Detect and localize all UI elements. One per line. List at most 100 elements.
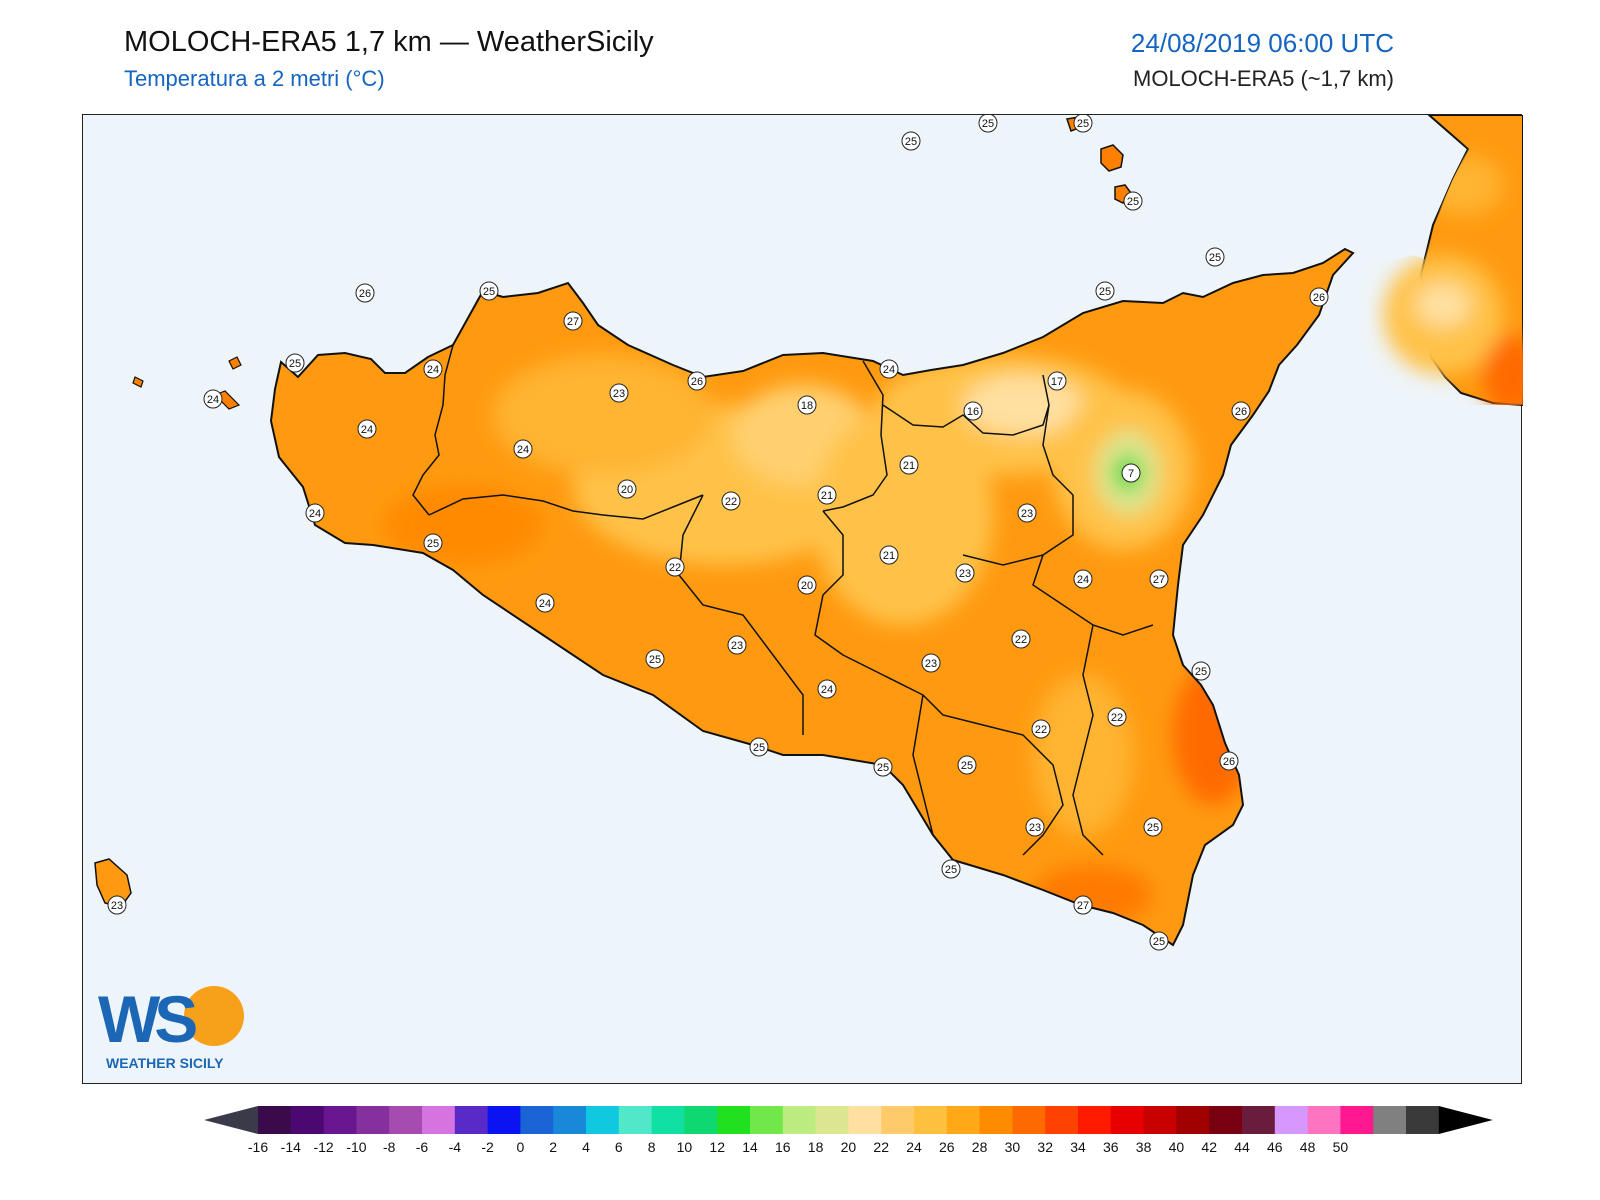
colorbar-swatch bbox=[356, 1106, 390, 1134]
station-marker: 22 bbox=[1107, 707, 1127, 727]
station-value: 25 bbox=[945, 864, 957, 876]
colorbar-swatches bbox=[204, 1106, 1493, 1134]
colorbar-tick-label: 26 bbox=[939, 1139, 955, 1155]
colorbar-swatch bbox=[258, 1106, 292, 1134]
colorbar-swatch bbox=[1012, 1106, 1046, 1134]
colorbar-tick-label: 40 bbox=[1169, 1139, 1185, 1155]
station-marker: 26 bbox=[1309, 287, 1329, 307]
station-value: 22 bbox=[725, 496, 737, 508]
egadi-islands bbox=[132, 356, 242, 410]
colorbar-tick-label: 32 bbox=[1037, 1139, 1053, 1155]
colorbar-swatch bbox=[1406, 1106, 1440, 1134]
station-value: 24 bbox=[539, 598, 551, 610]
station-marker: 27 bbox=[1149, 569, 1169, 589]
station-marker: 22 bbox=[721, 491, 741, 511]
station-value: 7 bbox=[1128, 468, 1134, 480]
station-value: 23 bbox=[613, 388, 625, 400]
station-marker: 26 bbox=[1219, 751, 1239, 771]
colorbar-swatch bbox=[848, 1106, 882, 1134]
colorbar-swatch bbox=[979, 1106, 1013, 1134]
colorbar-tick-label: -2 bbox=[481, 1139, 494, 1155]
station-value: 23 bbox=[1029, 822, 1041, 834]
colorbar-tick-label: 46 bbox=[1267, 1139, 1283, 1155]
colorbar-tick-label: 24 bbox=[906, 1139, 922, 1155]
station-marker: 21 bbox=[879, 545, 899, 565]
station-marker: 21 bbox=[817, 485, 837, 505]
station-marker: 25 bbox=[1123, 191, 1143, 211]
colorbar-tick-label: 42 bbox=[1201, 1139, 1217, 1155]
colorbar-tick-label: 22 bbox=[873, 1139, 889, 1155]
station-marker: 23 bbox=[107, 895, 127, 915]
station-value: 23 bbox=[111, 900, 123, 912]
station-marker: 27 bbox=[563, 311, 583, 331]
colorbar-swatch bbox=[1176, 1106, 1210, 1134]
model-label: MOLOCH-ERA5 (~1,7 km) bbox=[1133, 66, 1394, 91]
colorbar-swatch bbox=[1307, 1106, 1341, 1134]
colorbar-swatch bbox=[1274, 1106, 1309, 1134]
colorbar-tick-label: 38 bbox=[1136, 1139, 1152, 1155]
station-marker: 20 bbox=[797, 575, 817, 595]
station-value: 25 bbox=[289, 358, 301, 370]
station-markers: 25 25 25 25 25 25 26 26 25 27 25 24 24 23 26 24 17 18 16 26… bbox=[107, 115, 1329, 951]
station-value: 24 bbox=[883, 364, 895, 376]
station-marker: 25 bbox=[1205, 247, 1225, 267]
station-marker: 17 bbox=[1047, 371, 1067, 391]
colorbar-swatch bbox=[389, 1106, 423, 1134]
station-value: 20 bbox=[621, 484, 633, 496]
station-value: 23 bbox=[731, 640, 743, 652]
station-value: 27 bbox=[1077, 900, 1089, 912]
station-value: 25 bbox=[1077, 118, 1089, 130]
station-value: 24 bbox=[361, 424, 373, 436]
calabria-land bbox=[1383, 115, 1523, 407]
station-value: 24 bbox=[517, 444, 529, 456]
colorbar-tick-label: 50 bbox=[1333, 1139, 1349, 1155]
colorbar-swatch bbox=[717, 1106, 751, 1134]
station-value: 17 bbox=[1051, 376, 1063, 388]
station-marker: 18 bbox=[797, 395, 817, 415]
colorbar-swatch bbox=[815, 1106, 849, 1134]
colorbar-swatch bbox=[520, 1106, 554, 1134]
colorbar-swatch bbox=[651, 1106, 685, 1134]
station-value: 25 bbox=[427, 538, 439, 550]
map-subtitle: Temperatura a 2 metri (°C) bbox=[124, 66, 385, 91]
station-marker: 22 bbox=[1011, 629, 1031, 649]
station-value: 23 bbox=[925, 658, 937, 670]
station-value: 25 bbox=[649, 654, 661, 666]
colorbar-tick-label: 14 bbox=[742, 1139, 758, 1155]
station-value: 25 bbox=[1153, 936, 1165, 948]
station-value: 22 bbox=[1111, 712, 1123, 724]
station-value: 25 bbox=[1147, 822, 1159, 834]
sicily-island bbox=[269, 247, 1355, 947]
station-value: 25 bbox=[1127, 196, 1139, 208]
station-value: 24 bbox=[309, 508, 321, 520]
colorbar-swatch bbox=[618, 1106, 653, 1134]
temperature-map: 25 25 25 25 25 25 26 26 25 27 25 24 24 23 26 24 17 18 16 26… bbox=[82, 114, 1523, 1084]
colorbar-swatch bbox=[1242, 1106, 1276, 1134]
colorbar-swatch bbox=[881, 1106, 915, 1134]
colorbar-tick-label: 44 bbox=[1234, 1139, 1250, 1155]
province-borders bbox=[412, 344, 1154, 856]
station-value: 26 bbox=[1223, 756, 1235, 768]
colorbar-tick-label: 0 bbox=[517, 1139, 525, 1155]
station-marker: 25 bbox=[749, 737, 769, 757]
colorbar-swatch bbox=[1209, 1106, 1243, 1134]
map-title: MOLOCH-ERA5 1,7 km — WeatherSicily bbox=[124, 26, 654, 58]
colorbar-under-arrow bbox=[204, 1106, 258, 1134]
station-marker: 16 bbox=[963, 401, 983, 421]
station-value: 25 bbox=[905, 136, 917, 148]
station-value: 23 bbox=[959, 568, 971, 580]
colorbar-tick-label: 2 bbox=[549, 1139, 557, 1155]
colorbar: -16 -14 -12 -10 -8 -6 -4 -2 0 2 4 6 8 10 12 14 16 18 20 22 2… bbox=[0, 1100, 1600, 1165]
station-value: 26 bbox=[1313, 292, 1325, 304]
station-marker: 23 bbox=[955, 563, 975, 583]
station-value: 16 bbox=[967, 406, 979, 418]
colorbar-tick-label: 4 bbox=[582, 1139, 590, 1155]
colorbar-swatch bbox=[290, 1106, 325, 1134]
station-marker: 20 bbox=[617, 479, 637, 499]
station-marker: 24 bbox=[423, 359, 443, 379]
station-value: 26 bbox=[359, 288, 371, 300]
colorbar-swatch bbox=[1143, 1106, 1177, 1134]
colorbar-swatch bbox=[1373, 1106, 1407, 1134]
station-marker: 25 bbox=[1073, 115, 1093, 133]
colorbar-tick-label: -16 bbox=[248, 1139, 268, 1155]
